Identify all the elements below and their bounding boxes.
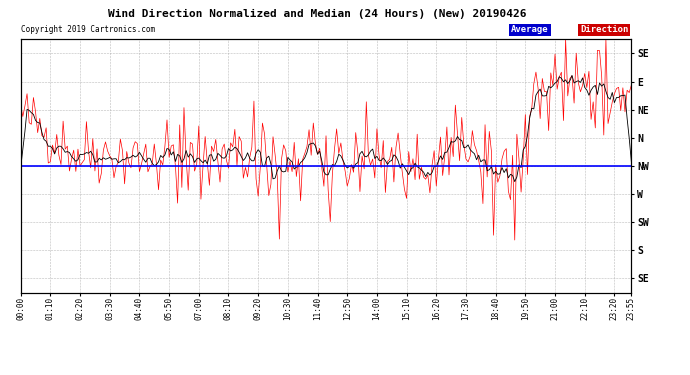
Text: Wind Direction Normalized and Median (24 Hours) (New) 20190426: Wind Direction Normalized and Median (24… [108,9,526,20]
Text: Copyright 2019 Cartronics.com: Copyright 2019 Cartronics.com [21,26,155,34]
Text: Average: Average [511,26,549,34]
Text: Direction: Direction [580,26,629,34]
